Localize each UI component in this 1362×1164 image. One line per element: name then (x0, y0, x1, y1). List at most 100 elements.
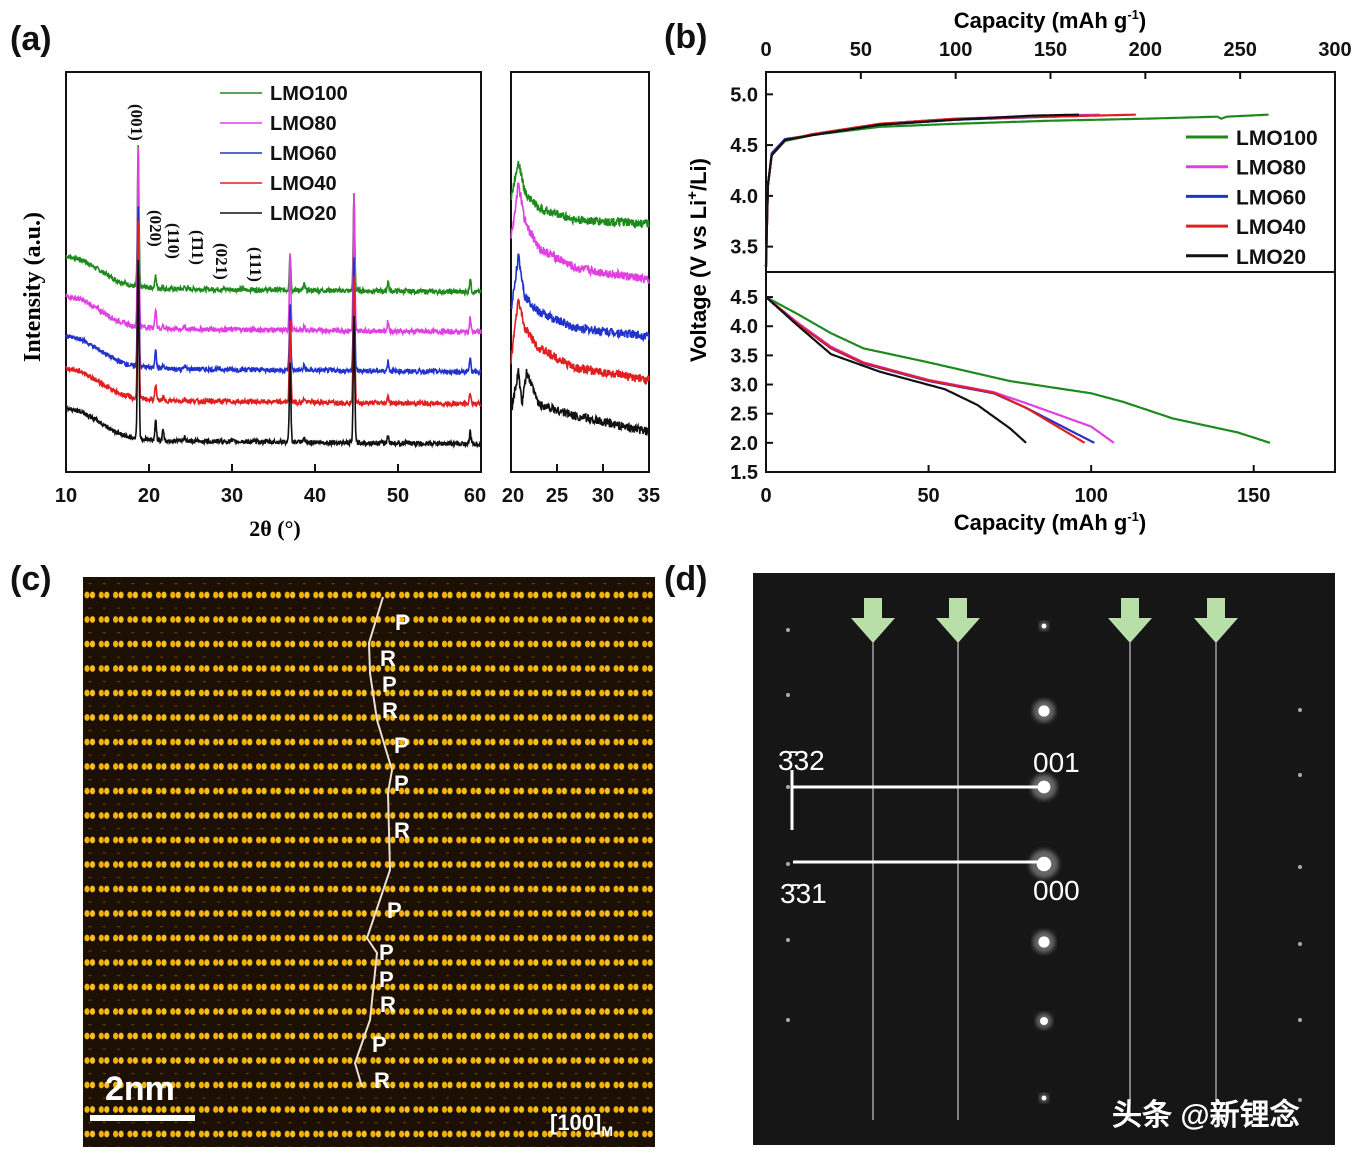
b-legend-label-lmo80: LMO80 (1236, 157, 1306, 180)
bottom-x-label: Capacity (mAh g-1) (954, 509, 1146, 535)
inset-x-tick-label: 35 (638, 485, 660, 507)
discharge-curve-lmo40 (765, 296, 1086, 444)
discharge-curve-lmo60 (765, 296, 1095, 444)
inset-x-tick-label: 20 (502, 485, 524, 507)
stacking-label-p: P (379, 967, 394, 992)
xrd-series-lmo100 (65, 145, 482, 297)
discharge-curve-lmo100 (765, 296, 1271, 444)
xrd-x-tick-label: 30 (221, 485, 243, 507)
inset-series-lmo20 (510, 368, 650, 436)
xrd-inset-x-ticks: 20 25 30 35 (502, 464, 660, 507)
discharge-y-tick-label: 4.5 (730, 287, 758, 309)
stacking-label-r: R (380, 646, 396, 671)
charge-y-tick-label: 4.5 (730, 135, 758, 157)
inset-x-tick-label: 30 (592, 485, 614, 507)
voltage-y-label: Voltage (V vs Li+/Li) (684, 158, 711, 362)
xrd-series-lmo80 (65, 147, 482, 337)
diffraction-spot-faint (1298, 1018, 1302, 1022)
charge-curve-lmo60 (764, 114, 1089, 267)
xrd-series-lmo60 (65, 206, 482, 377)
diffraction-spot (1037, 780, 1051, 794)
xrd-x-tick-label: 10 (55, 485, 77, 507)
b-legend-label-lmo40: LMO40 (1236, 216, 1306, 239)
inset-x-tick-label: 25 (546, 485, 568, 507)
charge-x-tick-label: 0 (760, 39, 771, 61)
discharge-x-tick-label: 150 (1237, 485, 1270, 507)
streak-arrows (851, 598, 1238, 643)
diffraction-spot-faint (786, 693, 790, 697)
legend-label-lmo100: LMO100 (270, 83, 348, 105)
stacking-label-p: P (394, 771, 409, 796)
charge-x-tick-label: 150 (1034, 39, 1067, 61)
peak-label-021: (021) (212, 243, 231, 280)
xrd-x-label: 2θ (°) (249, 516, 300, 541)
xrd-main-frame (65, 71, 482, 473)
stacking-label-p: P (379, 940, 394, 965)
peak-label-001: (001) (127, 104, 146, 141)
charge-x-tick-label: 200 (1129, 39, 1162, 61)
discharge-y-tick-label: 3.0 (730, 375, 758, 397)
xrd-series-lmo40 (65, 220, 482, 409)
xrd-x-ticks: 10 20 30 40 50 60 (55, 464, 486, 507)
down-arrow-icon (851, 598, 895, 643)
down-arrow-icon (1108, 598, 1152, 643)
legend-label-lmo20: LMO20 (270, 203, 337, 225)
scale-bar (90, 1115, 195, 1121)
inset-series-lmo60 (510, 253, 650, 343)
electrochem-ticks: 0 50 100 150 200 250 300 3.5 4.0 4.5 5.0 0 50 100 150 1… (730, 39, 1352, 507)
discharge-y-tick-label: 1.5 (730, 462, 758, 484)
peak-label-020: (020) (146, 210, 165, 247)
stacking-label-p: P (395, 610, 410, 635)
diffraction-spots (786, 621, 1302, 1103)
electrochem-plot: 0 50 100 150 200 250 300 3.5 4.0 4.5 5.0 0 50 100 150 1… (730, 39, 1352, 507)
xrd-x-tick-label: 40 (304, 485, 326, 507)
peak-label-110: (110) (164, 223, 183, 259)
charge-x-tick-label: 250 (1223, 39, 1256, 61)
discharge-x-tick-label: 100 (1074, 485, 1107, 507)
xrd-series-lmo20 (65, 259, 482, 449)
diffraction-spot (1038, 705, 1050, 717)
xrd-x-tick-label: 60 (464, 485, 486, 507)
charge-x-tick-label: 300 (1318, 39, 1351, 61)
down-arrow-icon (936, 598, 980, 643)
xrd-legend: LMO100 LMO80 LMO60 LMO40 LMO20 (220, 83, 348, 225)
inset-series-lmo80 (510, 182, 650, 284)
stacking-label-r: R (382, 698, 398, 723)
b-legend-label-lmo100: LMO100 (1236, 127, 1318, 150)
electrochem-curves (764, 113, 1271, 444)
discharge-curve-lmo20 (765, 296, 1027, 444)
inset-series-lmo100 (510, 160, 650, 229)
panel-label-b: (b) (664, 18, 707, 56)
xrd-inset-frame (510, 71, 650, 473)
legend-label-lmo60: LMO60 (270, 143, 337, 165)
diffraction-spot-faint (786, 628, 790, 632)
xrd-y-label: Intensity (a.u.) (20, 212, 46, 362)
stacking-label-p: P (382, 672, 397, 697)
diffraction-spot-faint (786, 785, 790, 789)
charge-x-tick-label: 50 (850, 39, 872, 61)
legend-label-lmo80: LMO80 (270, 113, 337, 135)
zone-axis-label: [100]M (550, 1110, 613, 1139)
charge-y-tick-label: 3.5 (730, 237, 758, 259)
spot-label-001: 001 (1033, 747, 1080, 778)
xrd-main-plot: 10 20 30 40 50 60 (55, 71, 486, 507)
xrd-x-tick-label: 20 (138, 485, 160, 507)
spot-label-331: 3̄31 (780, 878, 827, 909)
xrd-inset-curves (510, 160, 650, 436)
discharge-x-tick-label: 0 (760, 485, 771, 507)
discharge-y-tick-label: 3.5 (730, 345, 758, 367)
charge-curve-lmo20 (764, 113, 1080, 267)
scale-bar-label: 2nm (105, 1070, 175, 1108)
electrochem-legend: LMO100 LMO80 LMO60 LMO40 LMO20 (1186, 127, 1318, 269)
charge-curve-lmo40 (764, 113, 1136, 267)
discharge-y-tick-label: 4.0 (730, 316, 758, 338)
spot-label-332: 3̄32 (778, 745, 825, 776)
stacking-label-r: R (394, 818, 410, 843)
watermark: 头条 @新锂念 (1112, 1098, 1300, 1132)
diffraction-streaks (871, 600, 1218, 1130)
diffraction-spot-faint (786, 1018, 790, 1022)
top-x-label: Capacity (mAh g-1) (954, 7, 1146, 33)
unit-cell-outline (790, 770, 1040, 864)
